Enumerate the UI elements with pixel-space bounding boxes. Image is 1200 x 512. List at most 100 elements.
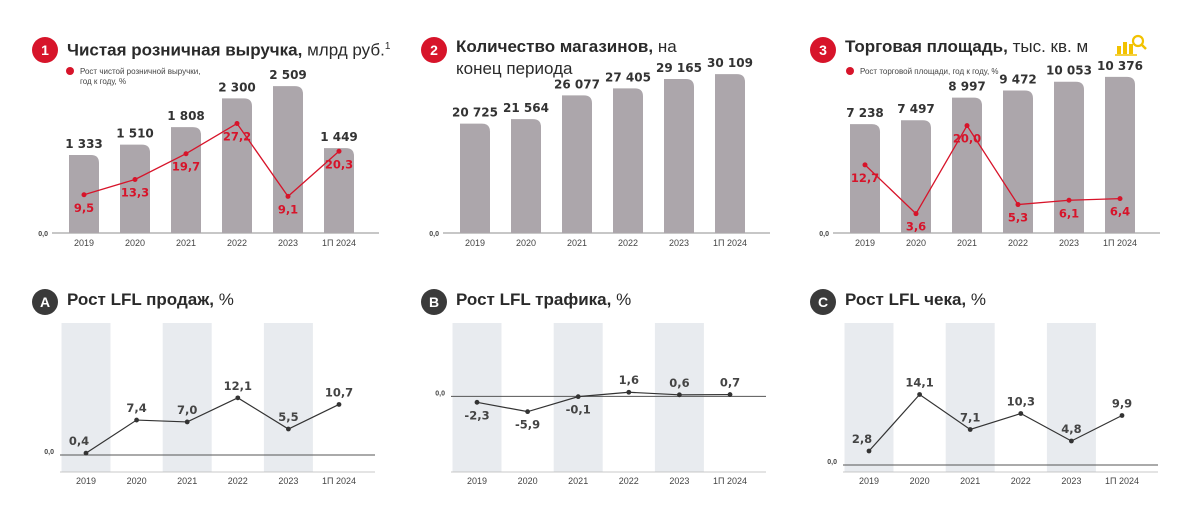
growth-point [862,162,868,168]
zero-label: 0,0 [435,390,445,397]
chart-lfl-traffic: 0,0 -2,3 2019 -5,9 2020 -0,1 2021 1,6 2022 0,6 202… [435,323,766,486]
zero-label: 0,0 [44,449,54,456]
chart-legend: Рост чистой розничной выручки, год к год… [66,67,200,87]
bar-value-label: 2 300 [218,80,256,94]
growth-point [183,151,189,157]
data-label: 0,6 [669,376,689,390]
stores-area-icon [1115,34,1147,56]
x-tick-label: 1П 2024 [322,476,356,486]
chart-lfl-sales: 0,0 0,4 2019 7,4 2020 7,0 2021 12,1 2022 5,5 2023 1… [44,323,375,486]
zero-label: 0,0 [827,459,837,466]
bar-value-label: 20 725 [452,106,498,120]
data-label: -0,1 [566,403,591,417]
footnote-marker: 1 [384,41,391,52]
x-tick-label: 2022 [1011,476,1031,486]
growth-label: 12,7 [851,171,879,185]
growth-label: 5,3 [1008,211,1028,225]
panel-title-unit: % [218,290,234,309]
bar [664,79,694,233]
panel-title-bold: Рост LFL чека, [845,290,967,309]
x-tick-label: 1П 2024 [1105,476,1139,486]
column-band [61,323,111,472]
series-point [134,417,140,423]
bar-value-label: 10 376 [1097,59,1143,73]
x-tick-label: 2021 [176,238,196,248]
bar [1054,81,1084,234]
panel-title-unit: % [616,290,632,309]
bar-value-label: 1 510 [116,127,154,141]
panel-title-bold: Рост LFL трафика, [456,290,612,309]
bar-value-label: 21 564 [503,101,549,115]
chart-net-retail-revenue: 0,0 1 333 2019 1 510 2020 1 808 2021 2 300 2022 2… [38,68,379,248]
x-tick-label: 2020 [125,238,145,248]
data-label: 0,7 [720,376,740,390]
growth-point [234,121,240,127]
x-tick-label: 2023 [278,476,298,486]
column-band [654,323,704,472]
growth-point [1117,196,1123,202]
series-point [1018,411,1024,416]
panel-title-bold: Чистая розничная выручка, [67,40,303,60]
bar [324,148,354,233]
series-line [868,393,1123,452]
x-tick-label: 2023 [1061,476,1081,486]
data-label: 1,6 [619,373,639,387]
series-point [184,419,190,425]
series-point [1119,413,1125,418]
series-point [474,399,480,405]
x-tick-label: 2021 [957,238,977,248]
data-label: 7,0 [177,403,197,417]
series-point [575,394,581,400]
panel-letter-badge: B [421,289,447,315]
growth-point [913,211,919,217]
data-label: 7,4 [126,401,146,415]
column-band [162,323,212,472]
series-point [83,450,89,456]
growth-line [864,124,1121,215]
zero-label: 0,0 [819,231,829,238]
growth-point [336,148,342,154]
growth-point [1066,197,1072,203]
column-band [945,323,995,472]
chart-legend: Рост торговой площади, год к году, % [846,67,999,77]
series-point [286,426,291,432]
panel-title-unit: на [657,37,677,56]
bar-value-label: 1 449 [320,130,358,144]
x-tick-label: 2023 [1059,238,1079,248]
series-point [525,409,530,415]
x-tick-label: 2023 [669,476,689,486]
x-tick-label: 2022 [1008,238,1028,248]
series-point [1069,438,1074,444]
data-label: 10,3 [1007,395,1035,409]
growth-label: 9,1 [278,202,298,216]
growth-label: 6,4 [1110,205,1130,219]
bar [273,86,303,233]
data-label: -5,9 [515,418,540,432]
panel-lfl-traffic: B Рост LFL трафика, % 0,0 -2,3 2019 -5,9 202… [400,260,800,512]
series-point [677,392,682,398]
x-tick-label: 2022 [618,238,638,248]
bar-value-label: 2 509 [269,68,307,82]
x-tick-label: 2020 [906,238,926,248]
panel-store-count: 2 Количество магазинов, на конец периода… [400,0,800,260]
panel-title: Чистая розничная выручка, млрд руб.1 [67,36,390,62]
bar [901,120,931,233]
x-tick-label: 2022 [227,238,247,248]
panel-title-unit: млрд руб. [307,40,385,60]
x-tick-label: 2023 [278,238,298,248]
zero-label: 0,0 [429,231,439,238]
legend-marker-icon [66,67,74,75]
panel-title-bold: Рост LFL продаж, [67,290,214,309]
x-tick-label: 2019 [467,476,487,486]
x-tick-label: 2021 [960,476,980,486]
growth-label: 19,7 [172,160,200,174]
chart-store-count: 0,0 20 725 2019 21 564 2020 26 077 2021 27 405 2… [429,56,770,248]
bar [1003,90,1033,233]
data-label: 7,1 [960,411,980,425]
zero-label: 0,0 [38,231,48,238]
panel-title-unit: тыс. кв. м [1012,37,1089,56]
x-tick-label: 2020 [516,238,536,248]
x-tick-label: 2021 [177,476,197,486]
series-line [476,391,731,413]
panel-title: Количество магазинов, на конец периода [456,36,677,80]
